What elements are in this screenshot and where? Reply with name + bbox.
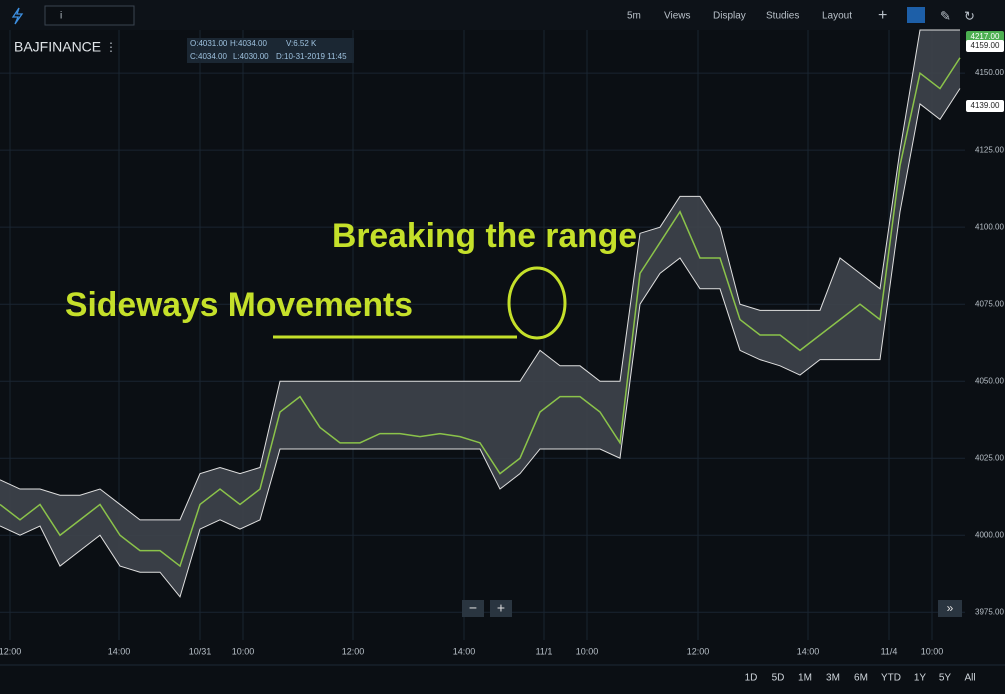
y-tick-label: 4025.00	[975, 453, 1004, 462]
period-button[interactable]: YTD	[881, 673, 901, 684]
search-text[interactable]: i	[60, 11, 62, 22]
menu[interactable]: Display	[713, 11, 746, 22]
ohlc-value: V:6.52 K	[286, 39, 317, 48]
x-tick-label: 12:00	[687, 646, 710, 656]
add-icon[interactable]: +	[878, 7, 887, 24]
period-button[interactable]: 1D	[745, 673, 758, 684]
logo[interactable]	[11, 7, 24, 25]
x-tick-label: 14:00	[453, 646, 476, 656]
menu[interactable]: Studies	[766, 11, 799, 22]
band-edge	[0, 29, 960, 521]
symbol[interactable]: BAJFINANCE	[14, 39, 101, 55]
x-tick-label: 12:00	[0, 646, 21, 656]
scroll-right[interactable]	[938, 600, 962, 617]
x-tick-label: 10:00	[576, 646, 599, 656]
ohlc-value: O:4031.00	[190, 39, 228, 48]
y-tick-label: 4125.00	[975, 145, 1004, 154]
y-tick-label: 3975.00	[975, 607, 1004, 616]
refresh-icon[interactable]: ↻	[964, 8, 975, 23]
period-button[interactable]: 5Y	[939, 673, 952, 684]
ohlc-box	[187, 38, 354, 63]
period-button[interactable]: All	[964, 673, 975, 684]
zoom-in[interactable]	[490, 600, 512, 617]
ohlc-value: C:4034.00	[190, 52, 227, 61]
ohlc-value: H:4034.00	[230, 39, 267, 48]
symbol-menu[interactable]: ⋮	[105, 40, 117, 54]
y-tick-label: 4075.00	[975, 299, 1004, 308]
zoom-in-icon[interactable]: +	[497, 600, 505, 616]
chat-icon[interactable]	[907, 7, 925, 23]
period-button[interactable]: 1M	[798, 673, 812, 684]
price-tag	[966, 100, 1004, 112]
edit-icon[interactable]: ✎	[940, 8, 951, 23]
x-tick-label: 10/31	[189, 646, 212, 656]
x-tick-label: 10:00	[921, 646, 944, 656]
annotation: Sideways Movements	[65, 286, 413, 324]
y-tick-label: 4150.00	[975, 68, 1004, 77]
period-button[interactable]: 6M	[854, 673, 868, 684]
y-tick-label: 4050.00	[975, 376, 1004, 385]
price-line	[0, 57, 961, 568]
x-tick-label: 10:00	[232, 646, 255, 656]
price-tag-text: 4159.00	[971, 41, 1000, 50]
ohlc-value: L:4030.00	[233, 52, 269, 61]
price-tag	[966, 40, 1004, 52]
price-tag-text: 4217.00	[971, 32, 1000, 41]
highlight-circle	[507, 266, 567, 340]
x-tick-label: 14:00	[797, 646, 820, 656]
ohlc-value: D:10-31-2019 11:45	[276, 52, 347, 61]
menu[interactable]: Views	[664, 11, 691, 22]
period-button[interactable]: 1Y	[914, 673, 927, 684]
band-fill	[0, 30, 960, 597]
price-tag-text: 4139.00	[971, 101, 1000, 110]
scroll-icon[interactable]: »	[947, 601, 954, 615]
interval[interactable]: 5m	[627, 11, 641, 22]
zoom-out-icon[interactable]: −	[469, 600, 477, 616]
annotation: Breaking the range	[332, 217, 637, 255]
toolbar	[0, 0, 1005, 30]
zoom-out[interactable]	[462, 600, 484, 617]
search-box[interactable]	[44, 5, 135, 26]
y-tick-label: 4000.00	[975, 530, 1004, 539]
menu[interactable]: Layout	[822, 11, 852, 22]
x-tick-label: 11/1	[536, 646, 553, 656]
band-edge	[0, 88, 961, 598]
x-tick-label: 11/4	[881, 646, 898, 656]
period-button[interactable]: 3M	[826, 673, 840, 684]
x-tick-label: 14:00	[108, 646, 131, 656]
y-tick-label: 4100.00	[975, 222, 1004, 231]
x-tick-label: 12:00	[342, 646, 365, 656]
period-button[interactable]: 5D	[772, 673, 785, 684]
